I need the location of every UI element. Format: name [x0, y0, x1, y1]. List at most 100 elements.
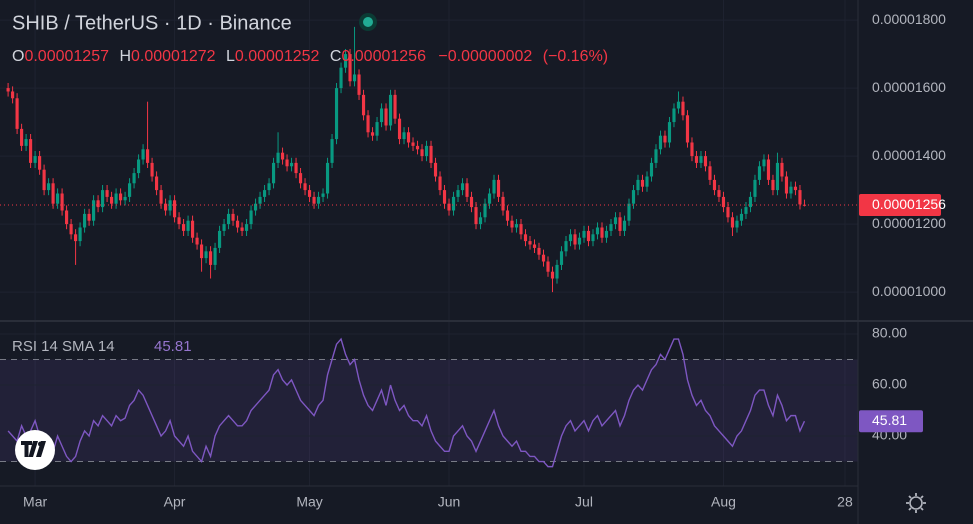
- candle-body: [442, 190, 447, 204]
- candle-body: [622, 220, 627, 231]
- x-tick-label: Apr: [164, 494, 186, 510]
- candle-body: [708, 166, 712, 180]
- candle-body: [460, 183, 465, 191]
- candle-body: [352, 74, 357, 82]
- candle-body: [469, 196, 474, 208]
- candle-body: [289, 162, 294, 167]
- candle-body: [487, 193, 492, 204]
- y-tick-label: 0.00001000: [872, 283, 946, 299]
- candle-body: [649, 162, 654, 177]
- rsi-value-tag: [859, 410, 923, 433]
- rsi-band-fill: [0, 359, 858, 462]
- candle-body: [226, 213, 231, 225]
- candle-body: [74, 234, 78, 242]
- candle-body: [627, 203, 631, 221]
- candle-body: [582, 230, 586, 238]
- candle-body: [519, 224, 523, 235]
- candle-body: [15, 98, 19, 129]
- x-tick-label: Mar: [23, 494, 47, 510]
- candle-body: [276, 152, 280, 163]
- ohlc-value: 0.00001257: [24, 48, 109, 65]
- candle-body: [199, 244, 204, 259]
- candle-body: [150, 162, 154, 177]
- candle-body: [784, 176, 789, 194]
- candle-body: [586, 230, 591, 242]
- candle-body: [258, 196, 262, 204]
- plot: [0, 26, 858, 468]
- candle-body: [757, 166, 762, 180]
- tv-logo: [15, 430, 55, 470]
- candle-body: [411, 142, 415, 146]
- candle-body: [748, 196, 753, 208]
- candle-body: [195, 237, 199, 245]
- candle-body: [438, 176, 442, 191]
- candle-body: [141, 149, 145, 160]
- candle-body: [343, 54, 348, 68]
- candle-body: [24, 139, 28, 146]
- candle-body: [92, 200, 96, 221]
- candle-body: [402, 132, 406, 140]
- candle-body: [429, 145, 433, 163]
- last-price-label: 0.00001256: [872, 196, 946, 212]
- candle-body: [555, 264, 559, 279]
- candle-body: [321, 193, 325, 197]
- candle-body: [280, 152, 285, 160]
- candle-body: [6, 88, 10, 92]
- candle-body: [222, 224, 226, 231]
- candle-body: [717, 190, 721, 197]
- candle-body: [703, 156, 708, 167]
- candle-body: [325, 162, 330, 194]
- candle-body: [294, 162, 298, 174]
- candle-body: [370, 132, 375, 136]
- candle-body: [271, 162, 276, 184]
- candle-body: [60, 193, 64, 211]
- candle-body: [699, 156, 703, 163]
- ohlc-legend: O0.00001257 H0.00001272 L0.00001252 C0.0…: [12, 48, 608, 65]
- candle-body: [690, 142, 694, 157]
- candle-body: [721, 196, 726, 208]
- candle-body: [78, 227, 82, 242]
- candle-body: [303, 183, 307, 191]
- candle-body: [33, 156, 37, 163]
- logo-mark: [36, 441, 46, 457]
- candle-body: [267, 183, 271, 191]
- candle-body: [564, 241, 568, 252]
- candle-body: [145, 149, 150, 163]
- candle-body: [47, 183, 51, 191]
- candle-body: [159, 190, 163, 204]
- y-tick-label: 0.00001800: [872, 11, 946, 27]
- candle-body: [105, 190, 109, 197]
- candle-body: [591, 234, 595, 242]
- candle-body: [132, 173, 136, 184]
- candle-body: [600, 227, 604, 238]
- settings-icon[interactable]: [906, 493, 926, 513]
- gear-ring[interactable]: [909, 496, 923, 510]
- rsi-tick-label: 80.00: [872, 325, 907, 341]
- candle-body: [339, 67, 343, 89]
- candle-body: [496, 179, 501, 197]
- candle-body: [667, 122, 672, 143]
- candle-body: [762, 159, 766, 167]
- gear-teeth[interactable]: [906, 493, 926, 513]
- candle-body: [388, 94, 393, 126]
- candle-body: [775, 162, 780, 191]
- candle-body: [172, 200, 177, 218]
- candle-body: [51, 183, 55, 204]
- candle-body: [163, 203, 168, 211]
- candle-body: [573, 234, 577, 245]
- candle-body: [730, 217, 735, 228]
- candle-body: [235, 220, 240, 228]
- candle-body: [447, 203, 451, 211]
- candle-body: [559, 251, 564, 265]
- candle-body: [285, 159, 289, 167]
- candle-body: [712, 179, 717, 191]
- candle-body: [29, 139, 33, 163]
- candle-body: [38, 156, 42, 170]
- candle-body: [334, 88, 339, 140]
- candle-body: [537, 247, 541, 255]
- candle-body: [240, 227, 244, 231]
- candle-body: [550, 271, 555, 279]
- x-tick-label: Jun: [438, 494, 461, 510]
